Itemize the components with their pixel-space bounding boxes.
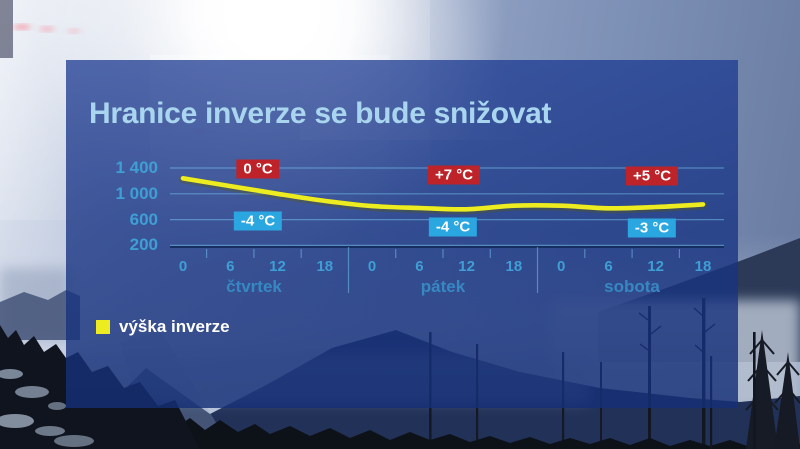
low-temp-badge-saturday: -3 °C [627,218,677,238]
x-tick-label: 0 [178,258,188,275]
y-tick-label: 1 400 [115,158,158,177]
y-tick-label: 200 [129,235,158,254]
x-tick-label: 6 [415,258,424,275]
x-tick-label: 12 [269,258,286,275]
inversion-height-chart: 1 400 1 000 600 200 0 6 12 18 0 6 12 18 0 6 12 18 č… [66,60,738,408]
high-temp-badge-saturday: +5 °C [625,166,679,186]
x-tick-label: 12 [647,258,665,275]
x-tick-label: 6 [226,258,235,275]
high-temp-badge-thursday: 0 °C [236,159,280,179]
x-tick-label: 0 [557,258,566,275]
y-tick-label: 1 000 [115,184,158,203]
high-temp-badge-friday: +7 °C [427,165,481,185]
x-tick-label: 0 [367,258,377,275]
day-label-thursday: čtvrtek [226,277,282,296]
low-temp-badge-thursday: -4 °C [233,211,283,231]
day-label-saturday: sobota [604,277,660,296]
legend-label: výška inverze [119,317,230,336]
x-tick-label: 18 [694,258,712,275]
weather-chart-panel: Hranice inverze se bude snižovat 1 400 1… [66,60,738,408]
y-tick-label: 600 [129,210,158,229]
legend: výška inverze [96,317,230,337]
legend-color-swatch [96,320,110,334]
x-tick-label: 6 [604,258,613,275]
x-tick-label: 18 [316,258,334,275]
chart-title: Hranice inverze se bude snižovat [89,97,552,130]
x-tick-label: 12 [458,258,475,275]
day-label-friday: pátek [420,277,466,296]
low-temp-badge-friday: -4 °C [428,217,478,237]
x-tick-label: 18 [505,258,523,275]
